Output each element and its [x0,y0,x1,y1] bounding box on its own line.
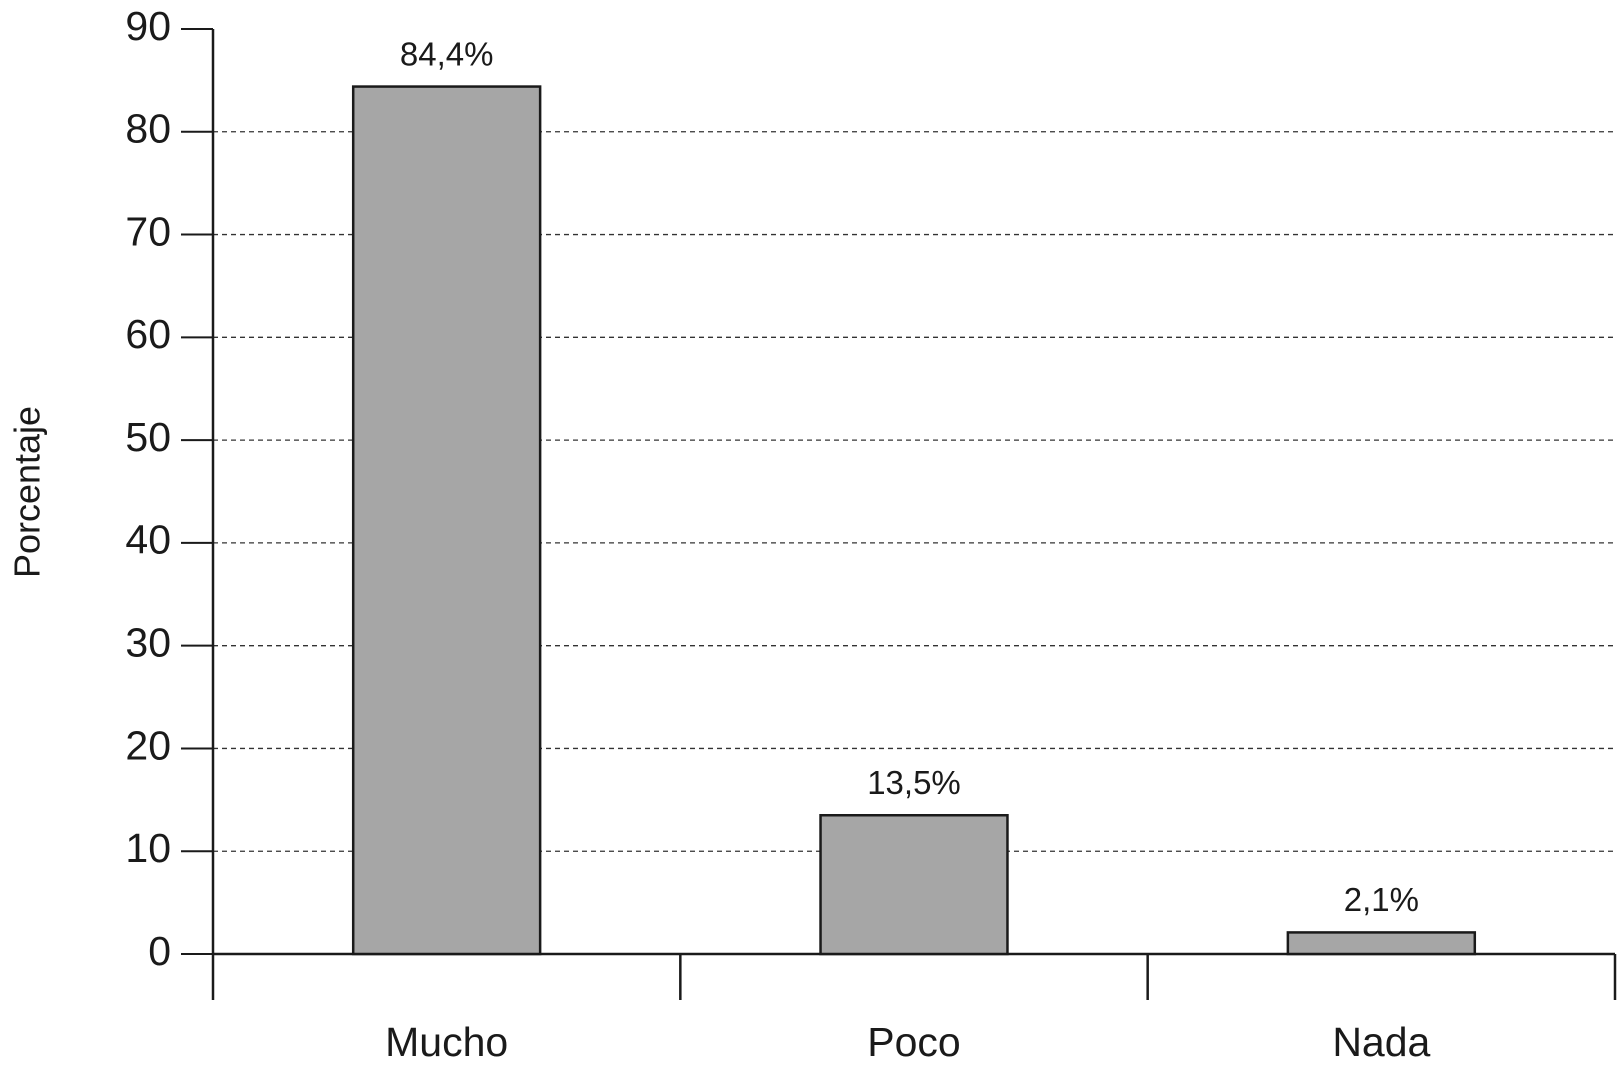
y-tick-label: 20 [125,722,171,768]
y-tick-label: 0 [148,928,171,974]
value-label: 84,4% [400,35,494,72]
y-tick-label: 30 [125,619,171,665]
y-tick-label: 50 [125,414,171,460]
value-label: 13,5% [867,764,961,801]
x-tick-label: Nada [1332,1019,1430,1065]
y-tick-label: 40 [125,517,171,563]
x-tick-label: Poco [867,1019,960,1065]
y-axis-title: Porcentaje [7,406,48,578]
y-tick-label: 70 [125,208,171,254]
bar [351,85,542,956]
bar [1286,931,1477,956]
bar [819,814,1009,956]
y-tick-label: 10 [125,825,171,871]
y-tick-label: 90 [125,3,171,49]
value-label: 2,1% [1344,881,1419,918]
y-tick-label: 80 [125,106,171,152]
y-tick-label: 60 [125,311,171,357]
x-tick-label: Mucho [385,1019,508,1065]
